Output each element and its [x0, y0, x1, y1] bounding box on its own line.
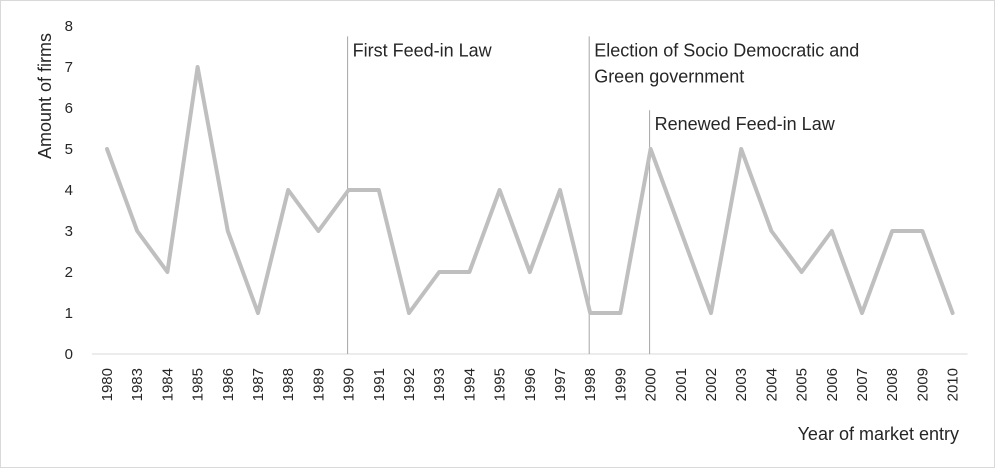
x-tick-label: 1999: [612, 368, 629, 401]
x-tick-label: 1988: [280, 368, 297, 401]
x-tick-label: 2001: [673, 368, 690, 401]
event-annotation-text: Green government: [594, 66, 744, 86]
x-tick-label: 2007: [854, 368, 871, 401]
y-axis-ticks: 0 1 2 3 4 5 6 7 8: [65, 18, 73, 363]
event-annotation-text: Election of Socio Democratic and: [594, 40, 859, 60]
x-tick-label: 1984: [159, 368, 176, 401]
x-tick-label: 2010: [945, 368, 962, 401]
x-tick-label: 1991: [371, 368, 388, 401]
x-tick-label: 2008: [884, 368, 901, 401]
x-axis-title: Year of market entry: [798, 424, 959, 444]
x-tick-label: 1997: [552, 368, 569, 401]
y-tick-label: 5: [65, 141, 73, 158]
y-tick-label: 2: [65, 264, 73, 281]
y-tick-label: 6: [65, 100, 73, 117]
x-tick-label: 1983: [129, 368, 146, 401]
series-line: [105, 65, 955, 315]
y-tick-label: 7: [65, 59, 73, 76]
y-tick-label: 0: [65, 346, 73, 363]
x-axis-ticks: 1980 1983 1984 1985 1986 1987 1988 1989 1990 1991…: [99, 368, 962, 401]
y-tick-label: 1: [65, 305, 73, 322]
x-tick-label: 1995: [492, 368, 509, 401]
x-tick-label: 1986: [220, 368, 237, 401]
x-tick-label: 2005: [794, 368, 811, 401]
x-tick-label: 2000: [643, 368, 660, 401]
x-tick-label: 2006: [824, 368, 841, 401]
y-tick-label: 8: [65, 18, 73, 35]
y-axis-title: Amount of firms: [35, 33, 55, 159]
x-tick-label: 1994: [461, 368, 478, 401]
x-tick-label: 2009: [914, 368, 931, 401]
x-tick-label: 1987: [250, 368, 267, 401]
event-annotation-text: Renewed Feed-in Law: [655, 114, 836, 134]
x-tick-label: 1996: [522, 368, 539, 401]
x-tick-label: 1990: [341, 368, 358, 401]
event-annotations: First Feed-in Law Election of Socio Democ…: [353, 40, 860, 134]
y-tick-label: 3: [65, 223, 73, 240]
event-annotation-text: First Feed-in Law: [353, 40, 493, 60]
x-tick-label: 1992: [401, 368, 418, 401]
x-tick-label: 1989: [310, 368, 327, 401]
x-tick-label: 1998: [582, 368, 599, 401]
x-tick-label: 2002: [703, 368, 720, 401]
y-tick-label: 4: [65, 182, 73, 199]
x-tick-label: 1985: [190, 368, 207, 401]
x-tick-label: 2004: [763, 368, 780, 401]
x-tick-label: 1993: [431, 368, 448, 401]
x-tick-label: 2003: [733, 368, 750, 401]
x-tick-label: 1980: [99, 368, 116, 401]
